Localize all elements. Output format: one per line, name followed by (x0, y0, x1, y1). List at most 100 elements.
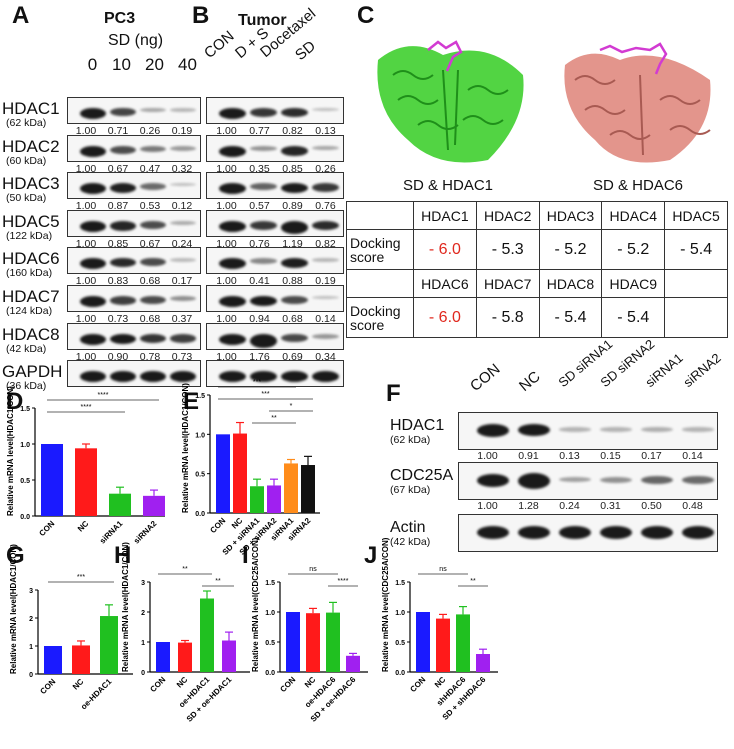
panel-label-c: C (357, 2, 375, 29)
band (641, 476, 673, 484)
lane-label: 10 (112, 55, 131, 74)
band (250, 334, 277, 348)
lane-label: SD (292, 37, 319, 64)
docking-score-highlight: - 6.0 (413, 297, 477, 338)
panel-a-title: PC3 (104, 10, 136, 27)
band (219, 334, 246, 345)
svg-text:CON: CON (37, 519, 56, 538)
row-label: GAPDH (36 kDa) (2, 362, 63, 392)
band (518, 526, 550, 539)
band (312, 221, 339, 231)
svg-text:*: * (290, 403, 293, 410)
blot-b (206, 360, 344, 387)
band (219, 296, 246, 307)
row-label: CDC25A (67 kDa) (390, 467, 454, 496)
panel-label-a: A (12, 2, 30, 29)
svg-text:NC: NC (175, 675, 190, 690)
band (170, 183, 196, 187)
table-header: HDAC7 (475, 269, 540, 298)
svg-text:Relative mRNA level(HDAC1/CON): Relative mRNA level(HDAC1/CON) (6, 386, 15, 516)
row-header: Docking score (346, 297, 414, 338)
band (170, 146, 196, 151)
lane-label: CON (467, 360, 504, 395)
band (250, 221, 277, 230)
panel-label-d: D (6, 388, 24, 415)
docking-score: - 5.4 (664, 229, 728, 270)
svg-text:**: ** (271, 415, 277, 422)
svg-text:ns: ns (439, 566, 447, 573)
band (80, 334, 106, 345)
quant-values-b: 1.00 0.77 0.82 0.13 (216, 125, 336, 137)
band (219, 258, 246, 269)
row-label: HDAC1 (62 kDa) (2, 99, 60, 129)
band (140, 258, 166, 267)
band (312, 296, 339, 300)
svg-text:***: *** (253, 379, 261, 386)
band (250, 371, 277, 382)
band (110, 108, 136, 117)
band (110, 183, 136, 193)
panel-label-h: H (114, 542, 132, 569)
band (682, 427, 714, 432)
lane-label: NC (516, 368, 544, 395)
band (281, 334, 308, 343)
band (170, 371, 196, 382)
blot-a (67, 135, 201, 162)
band (600, 476, 632, 483)
panel-label-e: E (183, 388, 200, 415)
panel-a-lanes: 0 10 20 40 (80, 55, 204, 75)
band (312, 146, 339, 151)
hdac1-structure-image (368, 30, 533, 165)
svg-text:1.0: 1.0 (195, 432, 205, 439)
svg-text:CON: CON (148, 675, 167, 694)
svg-text:***: *** (261, 391, 269, 398)
svg-text:0: 0 (141, 670, 145, 677)
lane-label: 0 (87, 55, 98, 74)
lane-label: siRNA2 (680, 350, 724, 390)
svg-text:1.5: 1.5 (265, 580, 275, 587)
svg-text:****: **** (338, 578, 349, 585)
structure-caption-hdac6: SD & HDAC6 (593, 177, 684, 194)
band (140, 108, 166, 113)
band (80, 183, 106, 194)
row-label: HDAC8 (42 kDa) (2, 325, 60, 355)
panel-label-b: B (192, 2, 210, 29)
quant-values-b: 1.00 0.41 0.88 0.19 (216, 275, 336, 287)
table-header: HDAC9 (601, 269, 666, 298)
chart-h: 0 1 2 3 Relative mRNA level(HDAC1/CON) CON NC o… (120, 542, 280, 742)
svg-text:**: ** (182, 566, 188, 573)
svg-text:0.5: 0.5 (195, 472, 205, 479)
band (80, 221, 106, 232)
table-header: HDAC2 (475, 201, 540, 230)
table-header: HDAC1 (413, 201, 477, 230)
row-label: HDAC3 (50 kDa) (2, 174, 60, 204)
blot-f (458, 412, 718, 450)
panel-label-g: G (6, 542, 25, 569)
panel-label-f: F (386, 380, 401, 407)
blot-a (67, 285, 201, 312)
band (518, 424, 550, 437)
blot-b (206, 285, 344, 312)
band (219, 146, 246, 157)
band (219, 183, 246, 194)
band (140, 334, 166, 344)
svg-text:NC: NC (71, 677, 86, 692)
svg-text:siRNA2: siRNA2 (132, 519, 159, 546)
svg-text:**: ** (215, 578, 221, 585)
svg-text:3: 3 (29, 588, 33, 595)
row-header: Docking score (346, 229, 414, 270)
blot-a (67, 323, 201, 350)
band (682, 526, 714, 539)
svg-text:siRNA1: siRNA1 (98, 519, 125, 546)
row-label: HDAC7 (124 kDa) (2, 287, 60, 317)
svg-text:1: 1 (29, 644, 33, 651)
band (110, 221, 136, 231)
svg-text:Relative mRNA level(CDC25A/CON: Relative mRNA level(CDC25A/CON) (251, 537, 260, 672)
row-label: HDAC1 (62 kDa) (390, 417, 445, 446)
band (600, 427, 632, 432)
band (140, 183, 166, 190)
blot-a (67, 360, 201, 387)
svg-text:0.0: 0.0 (265, 670, 275, 677)
quant-values-b: 1.00 0.94 0.68 0.14 (216, 313, 336, 325)
band (281, 296, 308, 305)
